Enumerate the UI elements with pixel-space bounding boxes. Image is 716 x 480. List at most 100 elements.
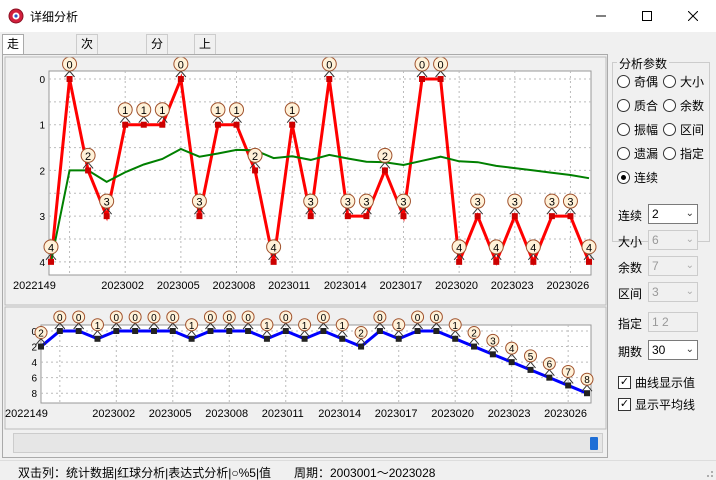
radio-6[interactable]: 遗漏: [617, 145, 658, 161]
tab-relation-analysis[interactable]: 上下关系分析: [194, 34, 217, 146]
value-bubble: [488, 239, 504, 255]
bubble-pointer: [567, 377, 574, 384]
minimize-button[interactable]: [578, 0, 624, 32]
value-bubble: [284, 102, 300, 118]
data-label: 1: [189, 321, 195, 332]
checkbox-label: 显示平均线: [635, 398, 696, 412]
bubble-pointer: [487, 346, 494, 353]
value-bubble: [260, 318, 274, 332]
radio-5[interactable]: 区间: [663, 121, 704, 137]
radio-2[interactable]: 质合: [617, 97, 658, 113]
bubble-pointer: [398, 207, 404, 215]
qishu-select[interactable]: 30 ⌄: [648, 340, 698, 360]
value-bubble: [136, 102, 152, 118]
x-tick-label: 2023014: [318, 408, 361, 420]
analysis-params-panel: 分析参数 奇偶 大小 质合 余数 振幅 区间 遗漏 指定 连续 2 ⌄ 连续 6 ⌄ 大小 7 ⌄ 余数 3 ⌄ 区间…: [610, 54, 716, 458]
radio-label: 奇偶: [634, 74, 659, 89]
data-point: [113, 328, 120, 334]
show-curve-value-checkbox[interactable]: ✓ 曲线显示值: [618, 374, 695, 391]
bubble-pointer: [543, 369, 550, 376]
data-label: 4: [48, 242, 54, 254]
chevron-down-icon: ⌄: [685, 208, 694, 219]
tab-distribution[interactable]: 分布图: [146, 34, 169, 89]
show-average-line-checkbox[interactable]: ✓ 显示平均线: [618, 396, 695, 413]
data-point: [493, 258, 500, 265]
close-icon: [688, 11, 698, 21]
chevron-down-icon: ⌄: [685, 260, 694, 271]
bubble-pointer: [525, 361, 531, 369]
bubble-pointer: [532, 253, 539, 261]
data-label: 2: [38, 329, 44, 340]
field-label: 区间: [618, 287, 643, 301]
resize-grip-icon[interactable]: [704, 468, 714, 478]
x-tick-label: 2023011: [268, 280, 310, 292]
data-label: 0: [245, 313, 251, 324]
data-point: [400, 213, 407, 220]
radio-label: 大小: [680, 74, 705, 89]
scroll-thumb[interactable]: [590, 437, 598, 450]
data-label: 4: [456, 242, 462, 254]
data-label: 0: [415, 313, 421, 324]
value-bubble: [303, 193, 319, 209]
bubble-pointer: [435, 70, 441, 78]
tab-trend-chart[interactable]: 走势曲线图: [2, 34, 25, 127]
bubble-pointer: [527, 253, 534, 261]
bubble-pointer: [562, 377, 569, 384]
maximize-button[interactable]: [624, 0, 670, 32]
radio-circle-icon: [663, 146, 676, 160]
value-bubble: [229, 102, 245, 118]
title-bar[interactable]: 详细分析: [0, 0, 716, 32]
bubble-pointer: [228, 322, 235, 330]
bubble-pointer: [35, 338, 42, 345]
upper-frame: [4, 56, 607, 306]
param-select-2: 7 ⌄: [648, 256, 698, 276]
bubble-pointer: [87, 162, 94, 169]
x-tick-label: 2023005: [157, 280, 200, 292]
bubble-pointer: [328, 70, 335, 78]
data-label: 3: [512, 197, 518, 209]
tab-count-bar-chart[interactable]: 次数柱形图: [76, 34, 99, 127]
horizontal-scrollbar[interactable]: [13, 433, 603, 453]
bubble-pointer: [273, 253, 280, 261]
value-bubble: [451, 239, 467, 255]
bubble-pointer: [299, 330, 305, 338]
data-point: [207, 328, 214, 334]
bubble-pointer: [172, 322, 179, 330]
radio-1[interactable]: 大小: [663, 73, 704, 89]
data-label: 0: [208, 313, 214, 324]
data-label: 0: [419, 60, 425, 72]
close-button[interactable]: [670, 0, 716, 32]
radio-0[interactable]: 奇偶: [617, 73, 658, 89]
data-label: 1: [339, 321, 345, 332]
chevron-down-icon: ⌄: [685, 234, 694, 245]
bubble-pointer: [97, 330, 103, 338]
value-bubble: [470, 193, 486, 209]
x-tick-label: 2023026: [544, 408, 587, 420]
param-select-0[interactable]: 2 ⌄: [648, 204, 698, 224]
data-point: [307, 213, 314, 220]
select-value: 2: [652, 207, 659, 221]
bubble-pointer: [360, 207, 367, 215]
param-select-1: 6 ⌄: [648, 230, 698, 250]
param-select-3: 3 ⌄: [648, 282, 698, 302]
radio-8[interactable]: 连续: [617, 169, 658, 185]
value-bubble: [335, 318, 349, 332]
data-point: [414, 328, 421, 334]
data-point: [419, 76, 426, 82]
data-label: 1: [95, 321, 101, 332]
radio-4[interactable]: 振幅: [617, 121, 658, 137]
bubble-pointer: [134, 322, 141, 330]
radio-7[interactable]: 指定: [663, 145, 704, 161]
bubble-pointer: [73, 322, 80, 330]
x-tick-label: 2023008: [213, 280, 256, 292]
data-point: [159, 121, 166, 128]
bubble-pointer: [551, 207, 558, 215]
data-point: [381, 167, 388, 174]
data-label: 3: [400, 197, 406, 209]
zhiding-label: 指定: [618, 317, 643, 331]
radio-circle-icon: [617, 98, 630, 112]
bubble-pointer: [342, 207, 349, 215]
radio-3[interactable]: 余数: [663, 97, 704, 113]
value-bubble: [241, 310, 255, 324]
